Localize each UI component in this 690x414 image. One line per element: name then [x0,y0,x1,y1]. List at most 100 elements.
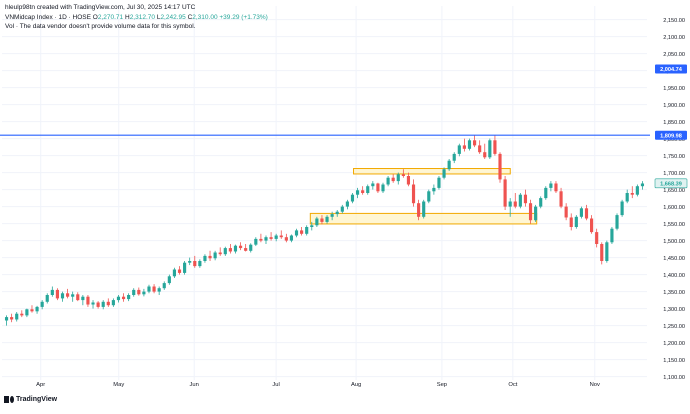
candle-body [447,160,451,170]
candle-body [284,237,288,241]
candle-body [335,211,339,215]
candle-body [493,140,497,154]
candle-body [4,317,9,321]
candle-body [345,201,349,207]
ohlc-high: H2,312.70 [124,14,155,21]
candle-body [503,179,507,207]
candle-body [162,283,166,289]
candle-body [462,145,466,149]
candle-body [40,301,44,307]
ohlc-low: L2,242.95 [156,14,186,21]
candle-body [66,293,70,297]
candle-body [86,296,90,305]
candle-body [157,288,161,292]
axis-price-label: 2,004.74 [660,67,683,73]
candle-body [544,187,548,199]
candles [4,135,645,326]
candle-body [574,216,578,227]
symbol-title[interactable]: VNMidcap Index · 1D · HOSE [5,14,91,21]
y-tick-label: 2,150.00 [663,18,685,24]
ohlc-close: C2,310.00 [187,14,218,21]
candle-body [417,203,421,217]
axis-price-label: 1,668.39 [660,182,682,188]
x-tick-label: Apr [36,382,45,388]
candle-body [432,187,436,192]
candle-body [20,313,24,316]
candle-body [564,206,568,218]
candle-body [513,201,517,207]
candle-body [254,238,258,245]
price-line-label: 1,809.98 [660,133,682,139]
candle-body [605,242,609,261]
candle-body [381,184,385,192]
y-tick-label: 1,800.00 [663,137,685,143]
candle-body [401,174,405,176]
candle-body [498,153,502,180]
volume-note: Vol · The data vendor doesn't provide vo… [5,23,196,30]
candle-body [233,245,238,252]
candle-body [137,289,141,295]
candle-body [595,232,599,244]
ohlc-change: +39.29 (+1.73%) [219,14,268,21]
candle-body [244,248,248,251]
y-tick-label: 1,850.00 [663,120,685,126]
x-tick-label: Jul [272,382,279,388]
candle-body [330,214,334,217]
candle-body [376,183,380,192]
candle-body [554,183,558,192]
candle-body [142,291,146,295]
candle-body [218,252,222,255]
x-tick-label: Nov [590,382,600,388]
candle-body [305,227,309,234]
candle-body [559,191,563,207]
candle-body [198,261,202,267]
x-tick-label: Sep [437,382,447,388]
candle-body [238,245,243,249]
y-tick-label: 2,100.00 [663,35,685,41]
price-line-label-bg [655,130,687,140]
candle-body [371,183,375,187]
candle-body [167,276,171,284]
candle-body [127,295,131,300]
candle-body [406,176,411,185]
candle-body [10,317,14,320]
candle-body [590,218,594,233]
candle-body [386,177,390,185]
candle-body [625,193,629,202]
candle-body [279,235,283,238]
candle-body [269,237,273,239]
candle-body [411,184,416,204]
y-tick-label: 1,750.00 [663,154,685,160]
candle-body [600,244,604,261]
candle-body [523,194,528,204]
candle-body [208,255,212,259]
candle-body [442,169,446,178]
candle-body [60,293,65,299]
candle-body [534,206,538,221]
x-tick-label: May [113,382,124,388]
x-tick-label: Aug [351,382,361,388]
candle-body [132,289,136,295]
candle-body [528,203,533,221]
candle-body [467,140,472,149]
x-tick-label: Jun [190,382,199,388]
y-tick-label: 1,700.00 [663,171,685,177]
candle-body [228,248,232,252]
candle-body [71,294,75,297]
candle-body [437,177,441,188]
candle-body [452,153,456,161]
candle-body [111,300,115,306]
candle-body [635,186,639,195]
candle-body [188,261,192,263]
y-tick-label: 1,400.00 [663,273,685,279]
candle-body [106,301,110,306]
candle-body [640,183,645,187]
y-tick-label: 1,200.00 [663,341,685,347]
y-tick-label: 1,150.00 [663,358,685,364]
candle-body [147,286,151,292]
tradingview-logo[interactable]: TradingView [4,396,57,403]
y-tick-label: 1,650.00 [663,188,685,194]
candle-body [579,208,583,217]
candle-body [55,289,59,299]
candle-body [508,201,512,207]
